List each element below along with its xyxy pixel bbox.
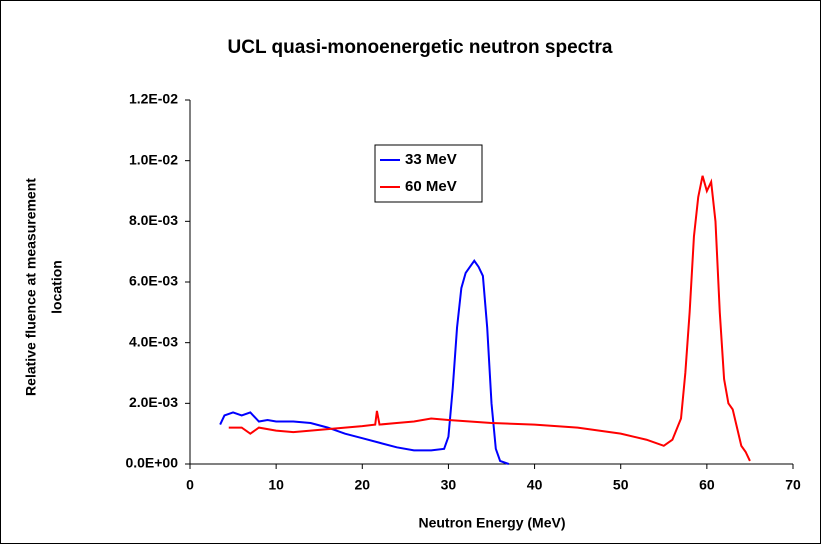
x-tick-label: 10 <box>268 477 284 493</box>
x-tick-label: 20 <box>354 477 370 493</box>
x-tick-label: 30 <box>441 477 457 493</box>
legend <box>374 144 483 203</box>
y-tick-label: 8.0E-03 <box>129 212 178 228</box>
chart-title: UCL quasi-monoenergetic neutron spectra <box>228 37 613 58</box>
y-tick-label: 1.0E-02 <box>129 151 178 167</box>
series-line <box>228 175 751 462</box>
y-axis-label-line: Relative fluence at measurement <box>23 178 39 396</box>
y-axis-label: Relative fluence at measurement location <box>23 178 65 396</box>
x-axis-label: Neutron Energy (MeV) <box>418 515 565 531</box>
series-line <box>219 259 510 465</box>
y-tick-label: 6.0E-03 <box>129 273 178 289</box>
x-tick-label: 0 <box>186 477 194 493</box>
y-tick-label: 2.0E-03 <box>129 394 178 410</box>
x-tick-label: 40 <box>527 477 543 493</box>
x-tick-label: 60 <box>699 477 715 493</box>
y-tick-label: 4.0E-03 <box>129 333 178 349</box>
y-axis-label-line: location <box>49 260 65 314</box>
legend-label: 33 MeV <box>405 151 457 168</box>
y-tick-label: 1.2E-02 <box>129 91 178 107</box>
x-tick-label: 50 <box>613 477 629 493</box>
x-tick-label: 70 <box>785 477 801 493</box>
y-tick-label: 0.0E+00 <box>125 455 178 471</box>
legend-label: 60 MeV <box>405 178 457 195</box>
